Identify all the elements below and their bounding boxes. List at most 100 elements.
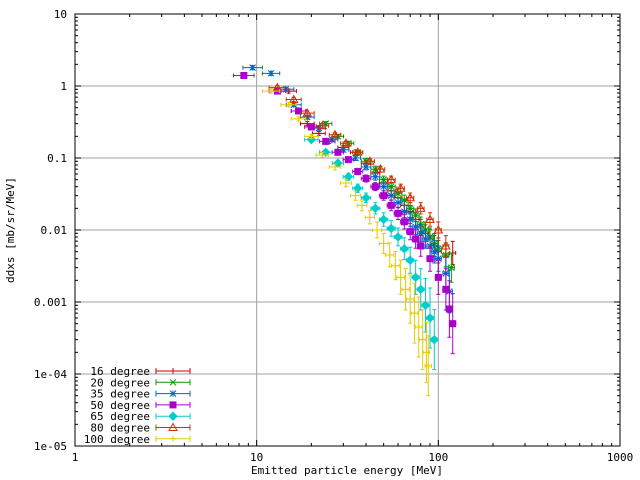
error-bar — [299, 110, 315, 116]
x-tick-label: 10 — [250, 451, 263, 464]
data-point — [285, 101, 292, 108]
data-point — [386, 174, 397, 184]
data-point — [420, 300, 431, 311]
data-point — [249, 64, 256, 71]
data-point — [341, 138, 351, 147]
y-tick-label: 0.01 — [41, 224, 68, 237]
data-point — [406, 216, 414, 223]
data-point — [321, 147, 331, 158]
data-point — [449, 320, 457, 328]
data-point — [332, 163, 339, 170]
data-point — [387, 192, 395, 200]
data-point — [412, 235, 420, 243]
data-point — [343, 171, 354, 182]
data-point — [425, 214, 435, 223]
data-point — [302, 108, 313, 117]
error-bar — [340, 140, 352, 146]
error-bar — [434, 221, 442, 239]
legend-marker — [170, 435, 176, 442]
error-bar — [406, 192, 415, 204]
data-point — [402, 286, 409, 293]
data-point — [397, 274, 404, 281]
legend-label: 50 degree — [90, 399, 150, 412]
data-point — [339, 146, 347, 154]
y-tick-label: 10 — [54, 8, 67, 21]
data-point — [374, 227, 381, 233]
data-point — [362, 163, 370, 171]
data-point — [400, 218, 408, 226]
data-point — [386, 223, 396, 234]
data-point — [354, 167, 362, 175]
data-point — [308, 133, 315, 140]
legend-label: 35 degree — [90, 388, 150, 401]
legend-marker — [169, 390, 177, 397]
data-point — [434, 273, 442, 281]
legend-marker — [169, 378, 177, 386]
data-point — [362, 174, 370, 182]
data-point — [416, 284, 426, 295]
data-point — [412, 211, 419, 219]
y-axis-label: ddxs [mb/sr/MeV] — [4, 177, 17, 283]
data-point — [399, 243, 410, 254]
data-point — [295, 115, 302, 122]
series-group — [304, 134, 439, 371]
data-point — [371, 173, 379, 181]
data-point — [375, 164, 386, 173]
legend-label: 16 degree — [90, 365, 150, 378]
data-point — [380, 192, 388, 200]
x-tick-label: 1 — [72, 451, 79, 464]
data-point — [394, 199, 402, 206]
data-point — [380, 183, 387, 191]
data-point — [410, 272, 421, 283]
data-point — [445, 305, 453, 313]
data-point — [429, 334, 439, 345]
x-tick-label: 100 — [428, 451, 448, 464]
y-tick-label: 1 — [60, 80, 67, 93]
legend-marker — [170, 368, 176, 374]
data-point — [352, 147, 363, 156]
data-point — [426, 255, 434, 263]
legend-label: 80 degree — [90, 422, 150, 435]
data-point — [319, 152, 326, 159]
error-bar — [442, 235, 450, 257]
error-bar — [396, 183, 405, 193]
data-point — [240, 71, 248, 79]
error-bar — [315, 123, 330, 129]
error-bar — [328, 132, 342, 138]
data-point — [411, 310, 418, 317]
error-bar — [352, 149, 364, 156]
error-bar — [416, 202, 425, 215]
data-point — [342, 179, 349, 186]
data-point — [371, 183, 379, 191]
error-bar — [375, 165, 386, 173]
legend-line — [155, 424, 191, 431]
data-point — [268, 88, 275, 95]
data-point — [407, 296, 414, 303]
data-point — [425, 362, 432, 369]
data-point — [440, 240, 451, 250]
error-bar — [426, 212, 434, 227]
data-point — [387, 201, 395, 209]
series-group — [268, 82, 451, 257]
legend-label: 65 degree — [90, 410, 150, 423]
data-point — [317, 120, 328, 130]
data-point — [380, 240, 387, 247]
data-point — [400, 208, 408, 215]
data-point — [406, 228, 414, 236]
legend-label: 100 degree — [84, 433, 150, 446]
data-point — [422, 235, 429, 243]
data-point — [288, 94, 299, 103]
data-point — [387, 183, 395, 191]
x-axis-label: Emitted particle energy [MeV] — [251, 464, 443, 477]
y-tick-label: 0.001 — [34, 296, 67, 309]
data-point — [352, 154, 359, 162]
data-point — [358, 202, 365, 209]
data-point — [434, 255, 442, 263]
data-point — [365, 156, 375, 165]
data-point — [405, 255, 415, 265]
data-point — [344, 156, 352, 164]
data-point — [405, 192, 416, 202]
data-point — [430, 248, 438, 256]
data-point — [442, 285, 450, 293]
legend-marker — [168, 411, 178, 421]
